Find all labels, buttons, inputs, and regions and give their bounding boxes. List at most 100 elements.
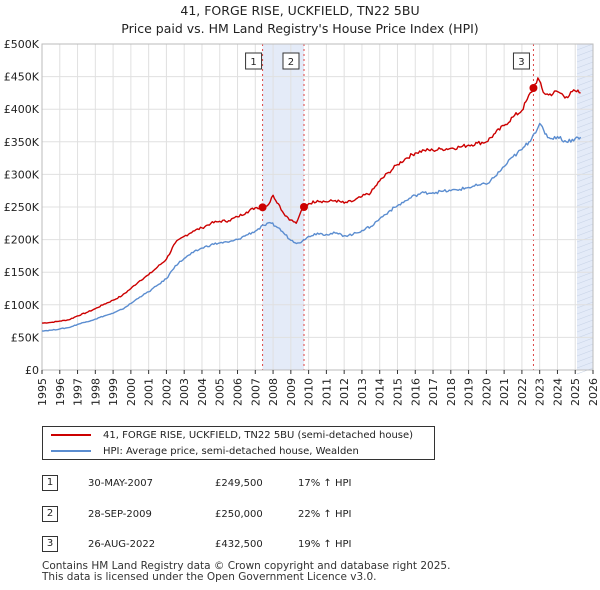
hatch-line (576, 199, 594, 207)
hatch-line (576, 139, 594, 147)
sale-date: 26-AUG-2022 (88, 539, 156, 550)
x-tick-label: 2006 (232, 378, 245, 406)
hatch-line (576, 109, 594, 117)
hatch-line (576, 79, 594, 87)
x-tick-label: 2018 (445, 378, 458, 406)
hatch-line (576, 151, 594, 159)
hatch-line (576, 271, 594, 279)
hatch-line (576, 361, 594, 369)
x-tick-label: 2015 (391, 378, 404, 406)
x-tick-label: 1998 (89, 378, 102, 406)
x-tick-label: 2004 (196, 378, 209, 406)
sale-marker-label: 2 (42, 506, 58, 522)
hatch-line (576, 181, 594, 189)
footer: Contains HM Land Registry data © Crown c… (42, 561, 450, 583)
x-tick-label: 2013 (356, 378, 369, 406)
hatch-line (576, 241, 594, 249)
y-tick-label: £50K (11, 331, 40, 344)
hatch-line (576, 121, 594, 129)
x-tick-label: 2024 (551, 378, 564, 406)
legend-item-hpi: HPI: Average price, semi-detached house,… (51, 444, 359, 459)
sale-marker-label: 3 (42, 536, 58, 552)
x-tick-label: 2021 (498, 378, 511, 406)
y-tick-label: £0 (25, 364, 39, 377)
hatch-line (576, 187, 594, 195)
legend-label-hpi: HPI: Average price, semi-detached house,… (103, 446, 359, 457)
x-tick-label: 1995 (36, 378, 49, 406)
y-tick-label: £200K (4, 234, 40, 247)
hatch-line (576, 163, 594, 171)
sale-point (299, 203, 308, 211)
sale-hpi-diff: 22% ↑ HPI (298, 509, 352, 520)
hatch-line (576, 43, 594, 51)
y-tick-label: £400K (4, 103, 40, 116)
x-tick-label: 1996 (54, 378, 67, 406)
hatch-line (576, 247, 594, 255)
sale-price: £249,500 (215, 478, 263, 489)
hatch-line (576, 283, 594, 291)
hatch-line (576, 367, 594, 375)
sale-flag-box (512, 52, 530, 70)
x-tick-label: 2020 (480, 378, 493, 406)
hatch-line (576, 223, 594, 231)
x-tick-label: 2011 (320, 378, 333, 406)
sale-flag-box (245, 52, 263, 70)
sale-date: 28-SEP-2009 (88, 509, 152, 520)
footer-copyright: Contains HM Land Registry data © Crown c… (42, 560, 451, 572)
sale-flag-box (282, 52, 300, 70)
hatch-line (576, 337, 594, 345)
y-tick-label: £450K (4, 71, 40, 84)
y-tick-label: £350K (4, 136, 40, 149)
hatch-line (576, 175, 594, 183)
hatch-line (576, 115, 594, 123)
plot-frame (41, 43, 594, 371)
hatch-line (576, 355, 594, 363)
series-line (41, 77, 581, 324)
hatch-line (576, 289, 594, 297)
x-tick-label: 2022 (516, 378, 529, 406)
hatch-line (576, 253, 594, 261)
sale-row: 3 26-AUG-2022 £432,500 19% ↑ HPI (42, 535, 542, 555)
legend-swatch-property (51, 434, 91, 436)
hatch-line (576, 91, 594, 99)
y-tick-label: £250K (4, 201, 40, 214)
hatch-line (576, 157, 594, 165)
sale-hpi-diff: 19% ↑ HPI (298, 539, 352, 550)
sale-flag-label: 3 (518, 57, 524, 68)
sale-price: £250,000 (215, 509, 263, 520)
x-tick-label: 2000 (125, 378, 138, 406)
hatch-line (576, 85, 594, 93)
x-tick-label: 2014 (374, 378, 387, 406)
hatch-line (576, 49, 594, 57)
legend-item-property: 41, FORGE RISE, UCKFIELD, TN22 5BU (semi… (51, 428, 413, 443)
hatch-line (576, 235, 594, 243)
hatch-line (576, 97, 594, 105)
sale-hpi-diff: 17% ↑ HPI (298, 478, 352, 489)
hatch-line (576, 349, 594, 357)
hatch-line (576, 169, 594, 177)
x-tick-label: 2003 (178, 378, 191, 406)
hatch-line (576, 343, 594, 351)
x-tick-label: 2012 (338, 378, 351, 406)
chart-title: 41, FORGE RISE, UCKFIELD, TN22 5BU Price… (0, 2, 600, 38)
subtitle-line: Price paid vs. HM Land Registry's House … (121, 21, 479, 36)
hatch-line (576, 313, 594, 321)
hatch-line (576, 67, 594, 75)
price-chart: £0 £50K £100K £150K £200K £250K £300K £350K £400… (4, 38, 600, 406)
hatch-line (576, 307, 594, 315)
x-tick-label: 2016 (409, 378, 422, 406)
x-tick-label: 2017 (427, 378, 440, 406)
x-tick-label: 2001 (143, 378, 156, 406)
hatch-line (576, 259, 594, 267)
legend-swatch-hpi (51, 450, 91, 452)
sale-point (529, 84, 538, 93)
sale-point (258, 203, 267, 212)
hatch-line (576, 127, 594, 135)
sale-date: 30-MAY-2007 (88, 478, 154, 489)
sale-flag-label: 2 (288, 57, 294, 68)
x-tick-label: 2008 (267, 378, 280, 406)
legend: 41, FORGE RISE, UCKFIELD, TN22 5BU (semi… (42, 426, 435, 460)
title-line: 41, FORGE RISE, UCKFIELD, TN22 5BU (180, 3, 420, 18)
hatch-line (576, 211, 594, 219)
sale-row: 2 28-SEP-2009 £250,000 22% ↑ HPI (42, 505, 542, 525)
